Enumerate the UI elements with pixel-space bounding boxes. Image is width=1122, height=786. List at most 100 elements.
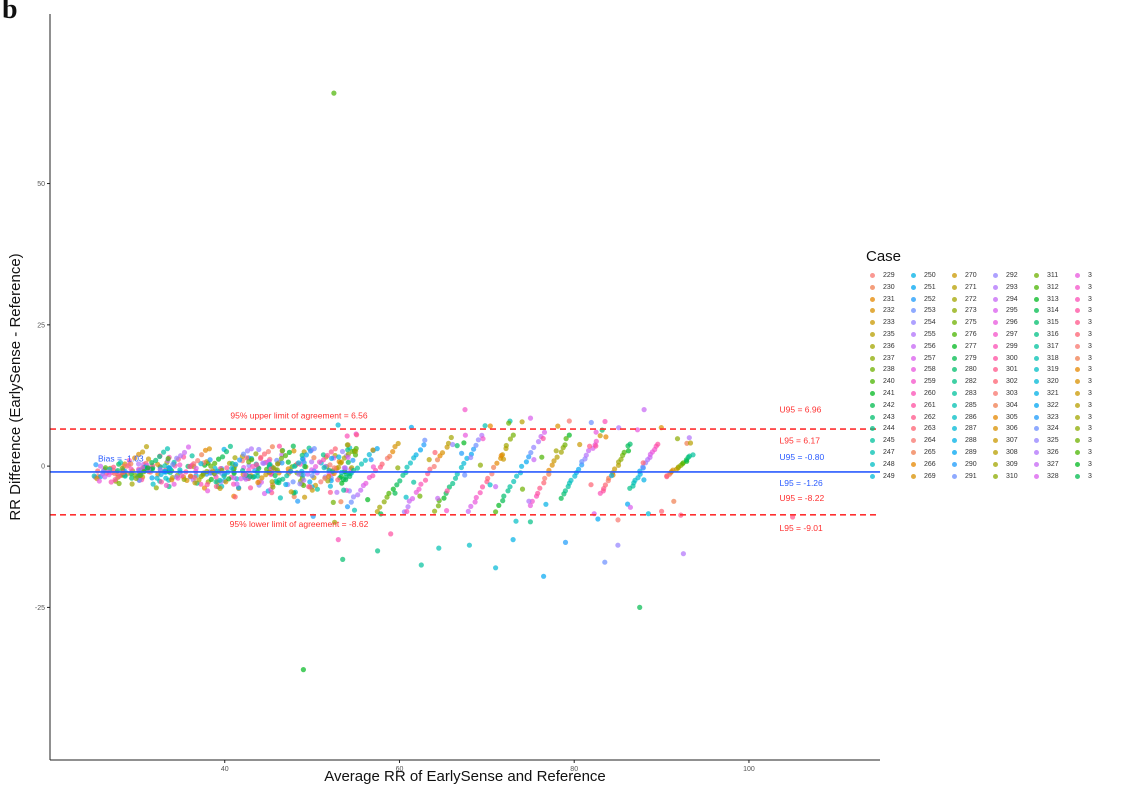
data-point — [196, 477, 202, 483]
data-point — [341, 487, 347, 493]
data-point — [124, 463, 130, 469]
data-point — [250, 474, 256, 480]
data-point — [149, 460, 155, 466]
data-point — [553, 448, 559, 454]
data-point — [296, 471, 302, 477]
legend-label: 326 — [1047, 449, 1059, 456]
legend-label: 266 — [924, 460, 936, 468]
legend-swatch — [911, 308, 916, 314]
data-point — [158, 471, 164, 478]
data-point — [541, 573, 547, 579]
legend-swatch — [993, 320, 998, 326]
data-point — [232, 494, 238, 500]
legend-item: 291 — [952, 473, 977, 484]
legend-label: 327 — [1047, 460, 1059, 468]
data-point — [493, 565, 499, 571]
data-point — [307, 484, 313, 490]
data-point — [637, 604, 643, 611]
data-point — [269, 479, 275, 485]
data-point — [593, 429, 599, 435]
data-point — [566, 432, 572, 438]
annotation-label: L95 = -1.26 — [780, 478, 824, 488]
data-point — [145, 456, 152, 462]
data-point — [523, 459, 530, 465]
legend-item: 247 — [870, 449, 895, 460]
data-point — [568, 477, 574, 483]
data-point — [270, 484, 276, 490]
data-point — [621, 449, 627, 455]
legend-label: 271 — [965, 283, 977, 291]
legend-swatch — [1075, 296, 1080, 302]
data-point — [558, 495, 564, 501]
legend-item: 257 — [911, 355, 936, 366]
data-point — [307, 448, 313, 454]
data-point — [615, 542, 621, 548]
legend-swatch — [993, 379, 998, 385]
data-point — [207, 457, 213, 463]
legend-swatch — [870, 343, 875, 349]
legend-label: 264 — [924, 437, 936, 445]
legend-swatch — [870, 402, 875, 408]
data-point — [291, 494, 297, 500]
data-point — [645, 511, 652, 517]
legend-swatch — [952, 461, 957, 467]
legend-label: 259 — [924, 378, 936, 386]
data-point — [322, 475, 328, 481]
legend-swatch — [1034, 414, 1039, 420]
legend-swatch — [993, 308, 998, 314]
data-point — [191, 461, 197, 467]
data-point — [435, 495, 441, 501]
data-point — [485, 475, 491, 481]
legend-label: 3 — [1088, 437, 1092, 445]
data-point — [348, 499, 354, 505]
legend-swatch — [952, 402, 957, 408]
legend-swatch — [952, 379, 957, 385]
data-point — [350, 494, 357, 500]
legend-swatch — [1075, 284, 1080, 290]
data-point — [452, 475, 459, 481]
legend-item: 266 — [911, 461, 936, 472]
data-point — [261, 451, 268, 457]
data-point — [128, 466, 134, 472]
legend-item: 3 — [1075, 331, 1092, 342]
legend-label: 3 — [1088, 449, 1092, 456]
legend-swatch — [1034, 284, 1039, 290]
data-point — [187, 473, 194, 479]
data-point — [370, 473, 376, 479]
panel-letter: b — [2, 0, 18, 25]
data-point — [461, 460, 467, 466]
data-point — [395, 465, 401, 471]
data-point — [185, 444, 192, 450]
data-point — [562, 539, 569, 546]
legend-swatch — [870, 414, 875, 420]
legend-label: 3 — [1088, 307, 1092, 315]
data-point — [153, 457, 159, 463]
legend-label: 299 — [1006, 342, 1018, 350]
data-point — [265, 449, 271, 455]
data-point — [477, 462, 483, 468]
data-point — [462, 472, 468, 478]
data-point — [595, 516, 601, 522]
data-point — [445, 440, 452, 446]
data-point — [378, 511, 384, 517]
legend-label: 245 — [883, 437, 895, 445]
legend-label: 313 — [1047, 295, 1059, 303]
data-point — [132, 455, 138, 461]
legend-label: 290 — [965, 460, 977, 468]
data-point — [641, 477, 647, 483]
data-point — [407, 460, 413, 466]
data-point — [292, 463, 298, 469]
legend-label: 305 — [1006, 413, 1018, 421]
legend-item: 3 — [1075, 272, 1092, 283]
data-point — [221, 473, 227, 479]
data-point — [542, 475, 548, 481]
data-point — [307, 479, 313, 485]
data-point — [687, 440, 694, 446]
data-point — [133, 475, 139, 481]
data-point — [254, 462, 260, 468]
data-point — [462, 432, 468, 438]
data-point — [202, 447, 209, 453]
legend-swatch — [993, 426, 998, 432]
data-point — [528, 450, 534, 456]
data-point — [503, 442, 509, 449]
